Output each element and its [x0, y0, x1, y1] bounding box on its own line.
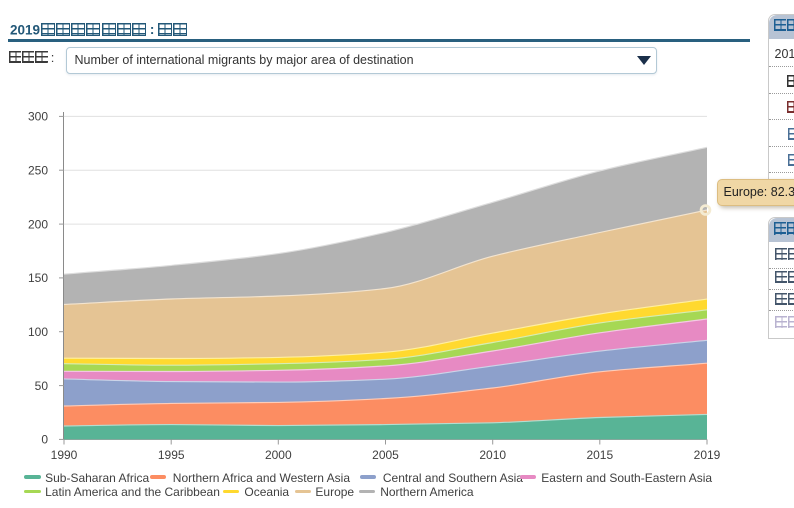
svg-text:50: 50: [35, 379, 49, 393]
svg-text:100: 100: [28, 325, 48, 339]
svg-text:1990: 1990: [51, 448, 78, 462]
svg-text:2015: 2015: [586, 448, 613, 462]
svg-text:300: 300: [28, 110, 48, 124]
svg-text:2019: 2019: [694, 448, 721, 462]
svg-text:1995: 1995: [158, 448, 185, 462]
svg-text:150: 150: [28, 271, 48, 285]
svg-text:200: 200: [28, 217, 48, 231]
svg-text:2000: 2000: [265, 448, 292, 462]
svg-text:2005: 2005: [372, 448, 399, 462]
svg-text:2010: 2010: [479, 448, 506, 462]
svg-text:0: 0: [41, 433, 48, 447]
svg-text:250: 250: [28, 163, 48, 177]
